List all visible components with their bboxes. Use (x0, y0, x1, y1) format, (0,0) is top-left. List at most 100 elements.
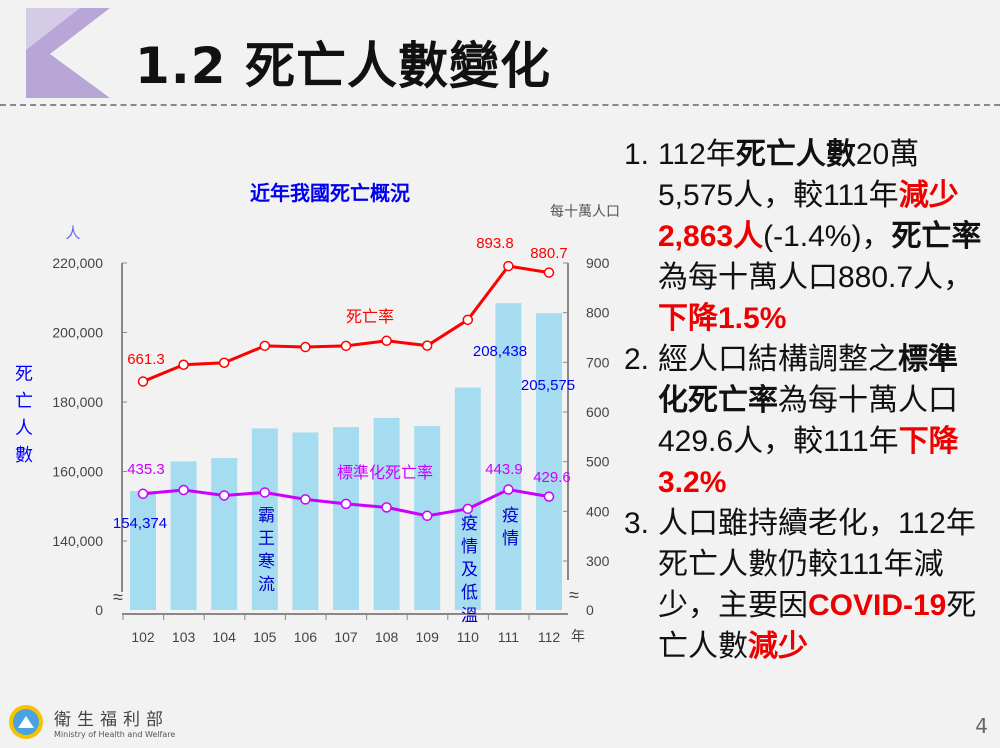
x-tick-label: 106 (294, 629, 318, 645)
y2-tick-label: 700 (586, 354, 610, 370)
x-tick-label: 111 (498, 629, 519, 645)
bullet-text-run: 下降1.5% (658, 302, 787, 335)
bar-104 (211, 458, 238, 610)
y-axis-label-char: 死 (15, 364, 33, 384)
y-tick-label: 0 (95, 602, 103, 618)
bullet-text: 經人口結構調整之標準化死亡率為每十萬人口429.6人，較111年下降3.2% (658, 339, 984, 503)
y2-tick-label: 800 (586, 305, 610, 321)
line-point (137, 376, 149, 387)
line-point (259, 340, 271, 352)
y2-tick-label: 600 (586, 404, 610, 420)
bullet-text-run: 減少2,863人 (658, 179, 959, 253)
line-data-label: 429.6 (533, 469, 571, 486)
y-axis-label-char: 人 (15, 418, 33, 438)
bullet-text-run: 112年 (658, 138, 736, 171)
y-tick-label: 200,000 (52, 325, 103, 341)
x-tick-label: 107 (334, 629, 358, 645)
bullet-text-run: 標準化死亡率 (658, 343, 958, 417)
y-tick-label: 140,000 (52, 533, 103, 549)
bullet-text-run: (-1.4%)， (763, 220, 892, 253)
series-label: 標準化死亡率 (337, 464, 433, 482)
line-point (218, 490, 230, 501)
x-tick-label: 112 (538, 629, 561, 645)
bullet-text-run: 20萬5,575人，較111年 (658, 138, 920, 212)
y-axis-label-char: 亡 (15, 391, 33, 411)
line-point (381, 502, 392, 513)
bullet-text-run: 死亡率 (891, 220, 982, 253)
slide-title: 1.2 死亡人數變化 (135, 37, 551, 95)
bullet-text-run: 為每十萬人口429.6人，較111年 (658, 384, 958, 458)
line-point (462, 314, 474, 326)
bullet-text-run: 減少 (748, 630, 808, 663)
x-tick-label: 108 (375, 629, 399, 645)
line-data-label: 435.3 (127, 461, 165, 478)
x-tick-label: 110 (457, 629, 480, 645)
y2-tick-label: 300 (586, 553, 610, 569)
line-point (259, 487, 271, 498)
y-axis-unit: 人 (65, 225, 80, 242)
y-tick-label: 160,000 (52, 464, 103, 480)
y2-tick-label: 0 (586, 602, 594, 618)
x-tick-label: 105 (253, 629, 277, 645)
line-point (543, 267, 555, 278)
line-point (178, 484, 189, 496)
x-tick-label: 104 (213, 629, 237, 645)
corner-chevron-decoration (26, 8, 110, 98)
line-point (543, 491, 555, 502)
line-point (503, 260, 514, 272)
ministry-emblem-icon (9, 705, 43, 739)
line-point (340, 340, 352, 352)
annotation-cold-wave: 霸王寒流 (255, 506, 274, 598)
bar-data-label: 154,374 (113, 515, 167, 532)
bullet-item: 3. 人口雖持續老化，112年死亡人數仍較111年減少，主要因COVID-19死亡… (624, 503, 984, 667)
line-point (340, 498, 352, 510)
bar-107 (333, 427, 359, 610)
bullet-text-run: 死亡人數 (658, 589, 977, 663)
line-point (218, 357, 230, 368)
annotation-pandemic: 疫情 (499, 506, 518, 552)
bullet-text-run: 經人口結構調整之 (658, 343, 898, 376)
line-data-label: 661.3 (127, 351, 165, 368)
bullet-number: 2. (624, 343, 650, 376)
y-tick-label: 180,000 (52, 394, 103, 410)
chart-title: 近年我國死亡概況 (250, 181, 410, 205)
bullet-text-run: 死亡人數 (735, 138, 856, 171)
bar-111 (495, 303, 522, 610)
bullet-text-run: 下降3.2% (658, 425, 959, 499)
y-axis-break-symbol: ≈ (113, 587, 123, 607)
line-data-label: 893.8 (476, 235, 514, 252)
title-divider (0, 104, 1000, 106)
bar-112 (536, 313, 562, 610)
bar-108 (373, 417, 400, 610)
line-point (462, 503, 474, 515)
bullet-number: 3. (624, 507, 650, 540)
bar-105 (251, 428, 278, 610)
org-name: 衛生福利部 (54, 710, 169, 730)
x-axis-unit: 年 (571, 628, 585, 644)
ministry-logo: 衛生福利部 Ministry of Health and Welfare (8, 704, 175, 740)
line-point (300, 341, 311, 353)
line-point (137, 488, 149, 500)
annotation-pandemic-and-low-temp: 疫情及低溫 (458, 514, 477, 629)
bar-data-label: 208,438 (473, 343, 527, 360)
bar-106 (292, 432, 319, 610)
page-number: 4 (975, 714, 988, 738)
org-name-en: Ministry of Health and Welfare (54, 730, 176, 739)
summary-bullets: 1. 112年死亡人數20萬5,575人，較111年減少2,863人(-1.4%)… (624, 134, 984, 667)
line-point (421, 510, 433, 522)
bar-102 (130, 491, 156, 610)
bullet-text: 人口雖持續老化，112年死亡人數仍較111年減少，主要因COVID-19死亡人數… (658, 503, 984, 667)
y2-tick-label: 500 (586, 454, 610, 470)
y2-tick-label: 900 (586, 255, 610, 271)
bar-data-label: 205,575 (521, 377, 575, 394)
y-tick-label: 220,000 (52, 255, 103, 271)
y-axis-label-char: 數 (15, 445, 33, 465)
line-point (503, 484, 514, 495)
line-point (300, 494, 311, 505)
bullet-number: 1. (624, 138, 650, 171)
bar-110 (454, 387, 481, 610)
bullet-text: 112年死亡人數20萬5,575人，較111年減少2,863人(-1.4%)，死… (658, 134, 984, 339)
y2-axis-break-symbol: ≈ (569, 585, 579, 605)
bullet-text-run: 人口雖持續老化，112年死亡人數仍較111年減少，主要因 (658, 507, 976, 622)
